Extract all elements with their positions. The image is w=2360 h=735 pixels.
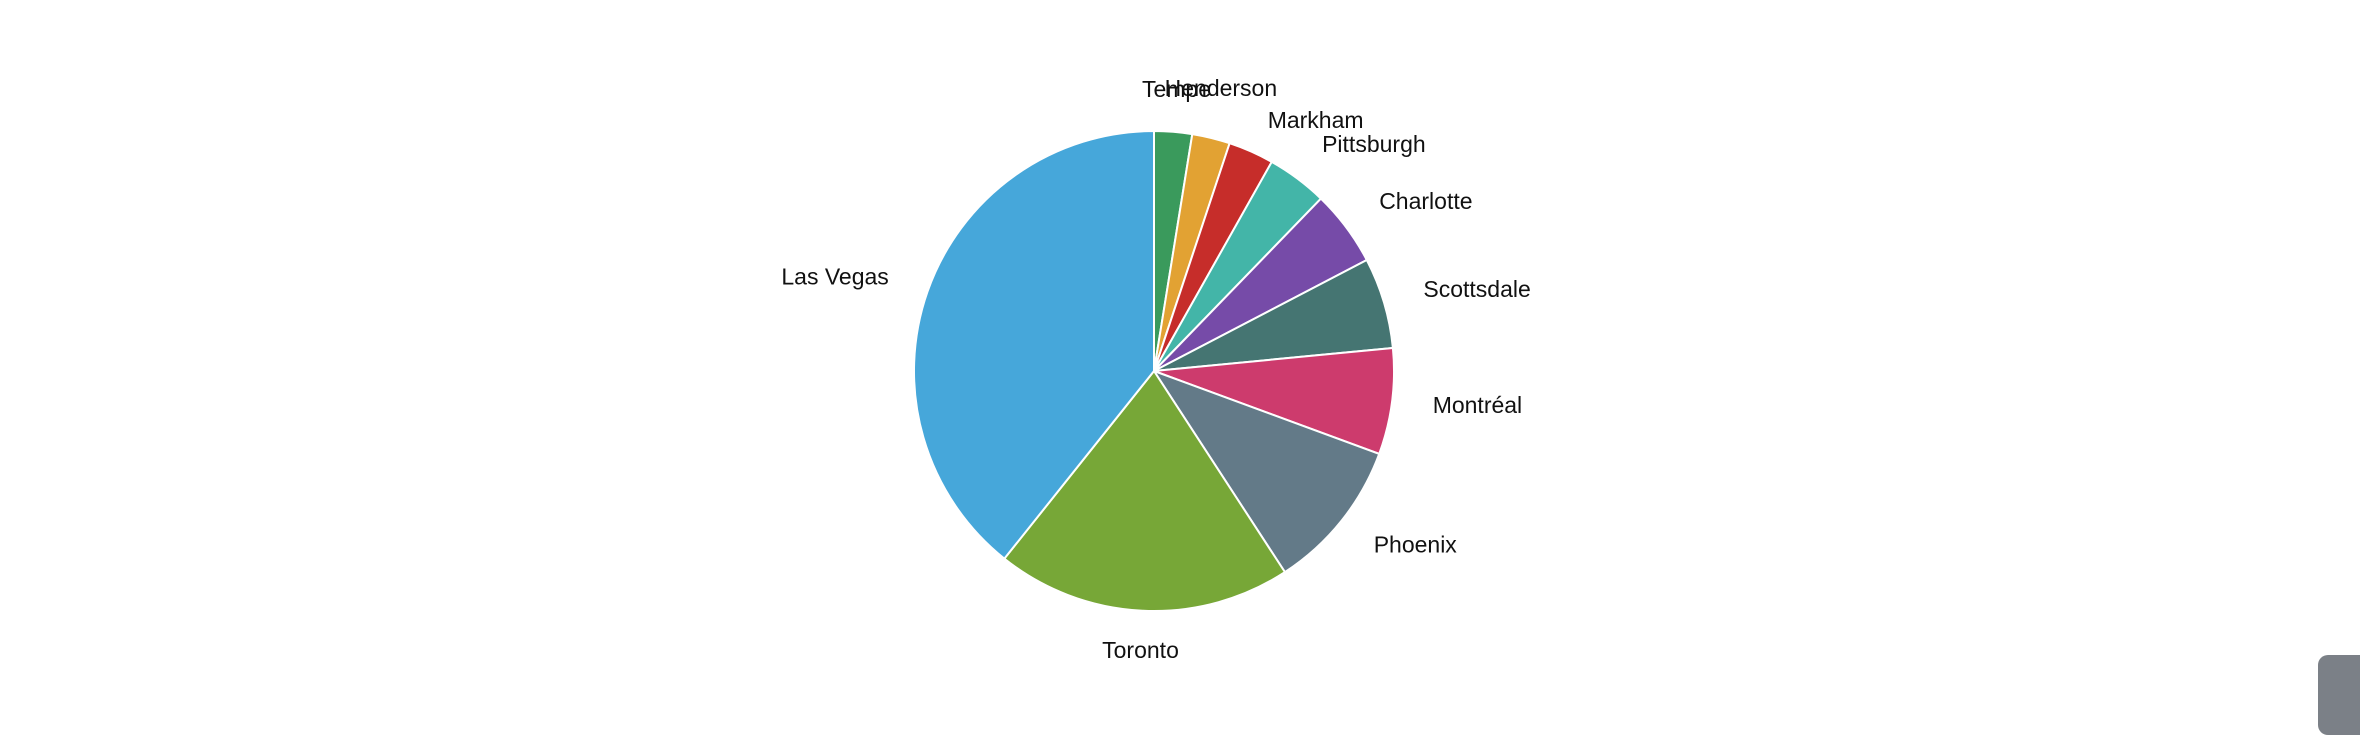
pie-slice-toronto[interactable] [1002,369,1287,612]
pie-slice-montreal[interactable] [1153,346,1395,456]
corner-tab-button[interactable] [2318,655,2360,735]
pie-slices [913,129,1395,612]
pie-label-charlotte: Charlotte [1379,188,1472,214]
pie-label-montreal: Montréal [1433,392,1522,418]
pie-label-scottsdale: Scottsdale [1423,276,1530,302]
pie-label-markham: Markham [1268,107,1364,133]
pie-label-pittsburgh: Pittsburgh [1322,131,1426,157]
pie-slice-phoenix[interactable] [1151,369,1381,574]
pie-label-phoenix: Phoenix [1374,531,1458,557]
pie-slice-las-vegas[interactable] [913,129,1155,561]
pie-label-henderson: Henderson [1165,75,1278,101]
pie-label-toronto: Toronto [1102,637,1179,663]
pie-label-las-vegas: Las Vegas [781,263,888,289]
pie-label-tempe: Tempe [1142,76,1211,102]
